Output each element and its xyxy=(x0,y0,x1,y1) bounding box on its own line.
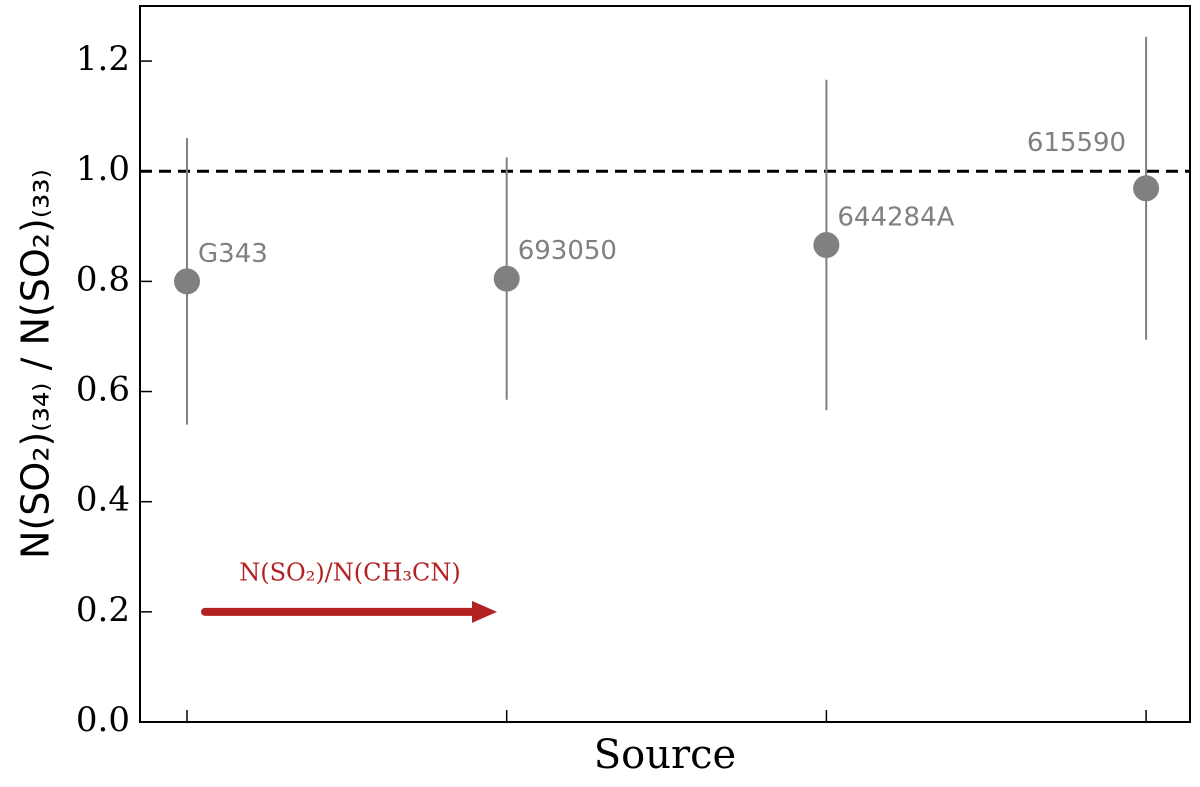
data-point xyxy=(1133,175,1160,202)
point-label: 615590 xyxy=(1027,128,1126,158)
y-tick-label: 1.0 xyxy=(76,149,130,189)
y-tick-label: 1.2 xyxy=(76,39,130,79)
data-point xyxy=(174,268,200,295)
data-point xyxy=(813,232,840,259)
y-tick-label: 0.2 xyxy=(76,590,130,630)
y-axis-label: N(SO₂)₍₃₄₎ / N(SO₂)₍₃₃₎ xyxy=(14,169,58,559)
y-tick-label: 0.8 xyxy=(76,259,130,299)
data-point xyxy=(493,265,520,292)
plot-frame xyxy=(139,5,1191,723)
annotation-arrowhead xyxy=(472,600,497,623)
y-tick-label: 0.6 xyxy=(76,370,130,410)
point-label: 693050 xyxy=(518,236,617,266)
annotation-text: N(SO₂)/N(CH₃CN) xyxy=(239,558,461,586)
point-label: G343 xyxy=(198,239,268,269)
point-label: 644284A xyxy=(837,203,954,233)
y-tick-label: 0.0 xyxy=(76,700,130,740)
x-axis-label: Source xyxy=(594,732,736,778)
y-tick-label: 0.4 xyxy=(76,480,130,520)
